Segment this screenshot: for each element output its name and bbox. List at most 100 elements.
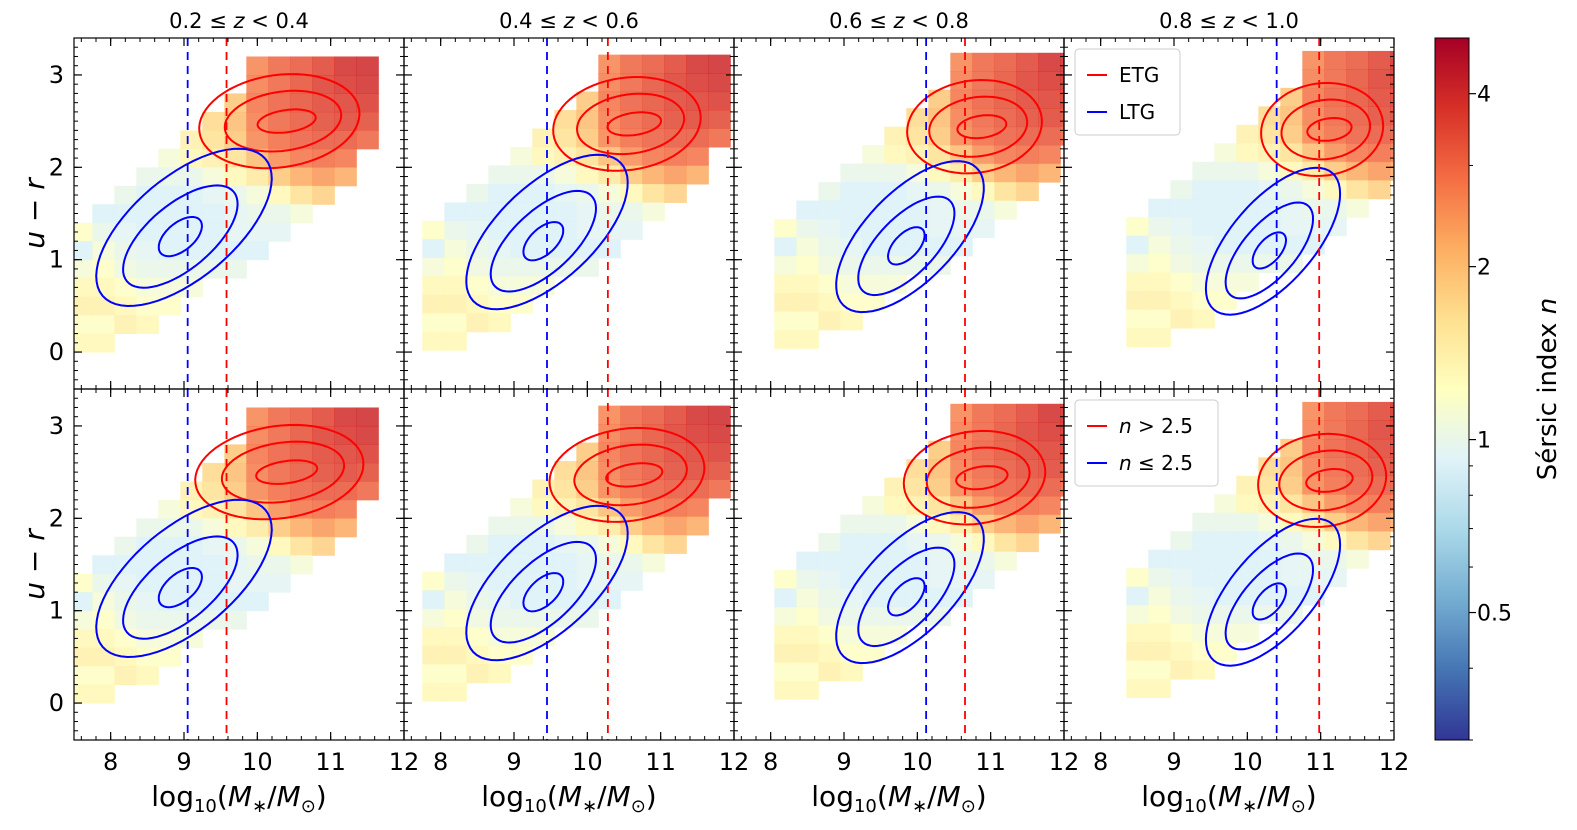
heatmap-cell <box>290 56 313 76</box>
heatmap-cell <box>928 108 951 128</box>
heatmap-cell <box>1060 89 1064 109</box>
heatmap-cell <box>1368 512 1391 532</box>
panel-r2-c2: 8 9 10 11 12 <box>403 388 749 776</box>
x-tick-label: 11 <box>1305 748 1336 776</box>
heatmap-cell <box>664 110 687 130</box>
heatmap-cell <box>444 553 467 573</box>
heatmap-cell <box>642 553 665 573</box>
heatmap-cell <box>1060 403 1064 423</box>
heatmap-cell <box>1214 161 1237 181</box>
heatmap-cell <box>268 499 291 519</box>
heatmap-cell <box>488 183 511 203</box>
column-title: 0.2 ≤ z < 0.4 <box>169 9 309 33</box>
heatmap-cell <box>466 553 489 573</box>
heatmap-cell <box>202 555 225 575</box>
heatmap-cell <box>1412 51 1435 70</box>
x-tick-label: 8 <box>103 748 118 776</box>
heatmap-cell <box>1236 605 1259 625</box>
heatmap-cell <box>906 496 929 516</box>
heatmap-cell <box>950 182 973 202</box>
heatmap-cell <box>1302 531 1325 551</box>
x-tick-label: 10 <box>902 748 933 776</box>
heatmap-cell <box>840 625 863 645</box>
heatmap-cell <box>356 407 379 427</box>
heatmap-cell <box>620 128 643 148</box>
heatmap-cell <box>1324 124 1347 144</box>
heatmap-cell <box>1126 235 1149 255</box>
heatmap-cell <box>1038 514 1061 534</box>
heatmap-cell <box>884 182 907 202</box>
heatmap-cell <box>774 588 797 608</box>
heatmap-cell <box>1280 475 1303 495</box>
x-tick-label: 9 <box>506 748 521 776</box>
heatmap-cell <box>1192 549 1215 569</box>
panel-r2-c3: 8 9 10 11 12 <box>733 388 1080 776</box>
heatmap-cell <box>884 588 907 608</box>
heatmap-cell <box>1214 549 1237 569</box>
heatmap-cell <box>884 237 907 257</box>
heatmap-cell <box>290 185 313 205</box>
heatmap-cell <box>774 311 797 331</box>
heatmap-cell <box>1038 440 1061 460</box>
heatmap-cell <box>114 629 137 649</box>
heatmap-cell <box>818 606 841 626</box>
heatmap-cell <box>620 54 643 74</box>
heatmap-cell <box>554 590 577 610</box>
heatmap-cell <box>928 89 951 109</box>
heatmap-cell <box>994 145 1017 165</box>
heatmap-cell <box>92 333 115 353</box>
heatmap-cell <box>928 219 951 239</box>
heatmap-cell <box>268 518 291 538</box>
heatmap-cell <box>818 182 841 202</box>
heatmap-cell <box>488 165 511 185</box>
heatmap-cell <box>576 608 599 628</box>
heatmap-cell <box>928 126 951 146</box>
heatmap-cell <box>92 296 115 316</box>
heatmap-cell <box>1192 272 1215 292</box>
heatmap-cell <box>114 315 137 335</box>
heatmap-cell <box>1280 87 1303 107</box>
heatmap-cell <box>620 497 643 517</box>
heatmap-cell <box>1016 163 1039 183</box>
heatmap-cell <box>1170 291 1193 311</box>
heatmap-cell <box>1148 235 1171 255</box>
heatmap-cell <box>972 200 995 220</box>
heatmap-cell <box>884 477 907 497</box>
heatmap-cell <box>994 459 1017 479</box>
heatmap-cell <box>1302 401 1325 421</box>
heatmap-cell <box>290 204 313 224</box>
contour-blue-1 <box>95 498 273 659</box>
heatmap-cell <box>246 592 269 612</box>
heatmap-cell <box>620 424 643 444</box>
heatmap-cell <box>74 296 93 316</box>
heatmap-cell <box>312 444 335 464</box>
heatmap-cell <box>686 424 709 444</box>
heatmap-cell <box>268 444 291 464</box>
heatmap-cell <box>598 202 621 222</box>
heatmap-cell <box>1126 660 1149 680</box>
contour-red-1 <box>552 75 702 172</box>
heatmap-cell <box>1324 549 1347 569</box>
heatmap-cell <box>114 278 137 298</box>
colorbar-gradient <box>1435 38 1469 740</box>
heatmap-cell <box>312 56 335 76</box>
heatmap-cell <box>1038 52 1061 72</box>
heatmap-cell <box>224 93 247 113</box>
x-tick-label: 12 <box>1049 748 1080 776</box>
contour-blue-2 <box>489 189 598 293</box>
heatmap-cell <box>1412 439 1435 458</box>
heatmap-cell <box>1236 512 1259 532</box>
heatmap-cell <box>334 111 357 131</box>
contour-blue-1 <box>1204 517 1342 667</box>
heatmap-cell <box>950 496 973 516</box>
heatmap-cell <box>950 422 973 442</box>
heatmap-cell <box>246 241 269 261</box>
heatmap-cell <box>642 479 665 499</box>
legend-etg-ltg: ETG LTG <box>1074 48 1181 136</box>
heatmap-cell <box>1346 420 1369 440</box>
heatmap-cell <box>510 516 533 536</box>
heatmap-cell <box>1170 180 1193 200</box>
heatmap-cell <box>972 440 995 460</box>
heatmap-cell <box>158 647 181 667</box>
